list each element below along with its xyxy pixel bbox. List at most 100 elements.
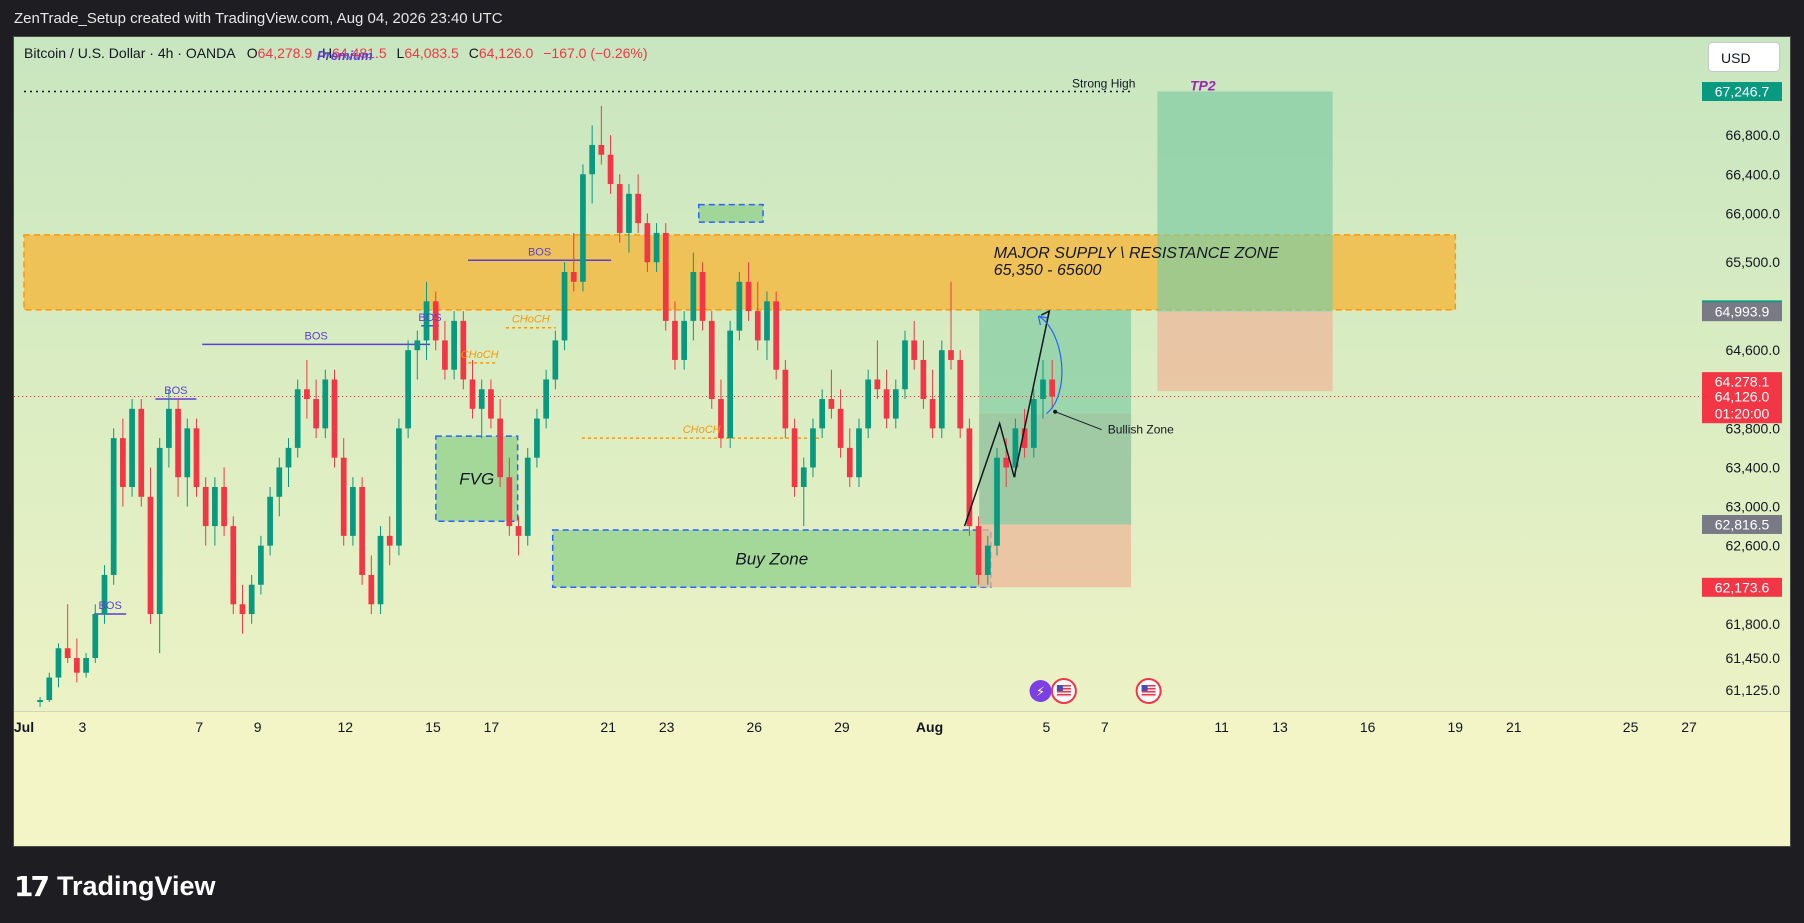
candle[interactable] [1021, 408, 1028, 458]
candle[interactable] [92, 604, 99, 663]
price-label[interactable]: 64,126.0 [1702, 387, 1782, 407]
candle[interactable] [690, 252, 697, 341]
candle[interactable] [469, 359, 476, 419]
candle[interactable] [83, 653, 89, 678]
candle[interactable] [791, 418, 798, 497]
long-position-target[interactable] [979, 309, 1132, 414]
candle[interactable] [920, 340, 927, 409]
candle[interactable] [451, 311, 457, 380]
candle[interactable] [423, 281, 430, 360]
candle[interactable] [55, 643, 62, 688]
buy-zone[interactable] [551, 529, 992, 589]
candle[interactable] [1049, 359, 1056, 409]
candle[interactable] [672, 301, 678, 370]
long-position-lower-target[interactable] [979, 413, 1132, 525]
candle[interactable] [276, 457, 283, 517]
candle[interactable] [598, 105, 605, 165]
candle[interactable] [285, 438, 292, 487]
candle[interactable] [773, 291, 780, 380]
candle[interactable] [644, 213, 651, 272]
candle[interactable] [478, 379, 485, 439]
candle[interactable] [662, 223, 669, 331]
candle[interactable] [432, 291, 439, 351]
candle[interactable] [570, 232, 577, 292]
price-label[interactable]: 62,816.5 [1702, 514, 1782, 534]
candle[interactable] [543, 369, 549, 429]
candle[interactable] [984, 535, 991, 585]
price-label[interactable]: 64,278.1 [1702, 372, 1782, 392]
candle[interactable] [580, 164, 586, 292]
candle[interactable] [313, 379, 319, 439]
candle[interactable] [810, 418, 816, 478]
candle[interactable] [938, 340, 945, 439]
candle[interactable] [110, 428, 117, 585]
candle[interactable] [497, 399, 503, 487]
candle[interactable] [828, 369, 835, 419]
candle[interactable] [258, 535, 264, 595]
candle[interactable] [764, 291, 770, 360]
candle[interactable] [837, 389, 844, 458]
price-label[interactable]: 01:20:00 [1702, 404, 1782, 424]
candle[interactable] [524, 447, 531, 546]
candle[interactable] [147, 467, 154, 624]
candle[interactable] [221, 467, 227, 536]
candle[interactable] [340, 438, 347, 546]
candle[interactable] [1030, 389, 1037, 458]
candle[interactable] [1012, 418, 1019, 478]
projection-path[interactable] [963, 310, 1051, 527]
candle[interactable] [948, 281, 954, 370]
price-label[interactable]: 64,993.9 [1702, 302, 1782, 322]
candle[interactable] [368, 555, 375, 615]
small-zone[interactable] [698, 203, 764, 223]
fvg-zone[interactable] [435, 435, 519, 522]
price-label[interactable]: 62,173.6 [1702, 577, 1782, 597]
candle[interactable] [230, 516, 237, 615]
candle[interactable] [902, 330, 908, 400]
candle[interactable] [754, 281, 761, 351]
candle[interactable] [267, 487, 273, 556]
candle[interactable] [708, 311, 715, 409]
candle[interactable] [561, 262, 568, 351]
candle[interactable] [616, 174, 623, 243]
candle[interactable] [64, 604, 71, 663]
candle[interactable] [911, 320, 918, 370]
candle[interactable] [589, 125, 595, 204]
candle[interactable] [294, 379, 301, 458]
candle[interactable] [156, 438, 163, 654]
candle[interactable] [202, 477, 209, 546]
candle[interactable] [653, 223, 660, 272]
candle[interactable] [681, 311, 688, 370]
chart-frame[interactable]: MAJOR SUPPLY \ RESISTANCE ZONE 65,350 - 6… [13, 36, 1791, 847]
curved-arrow[interactable] [1038, 315, 1063, 415]
candle[interactable] [718, 379, 724, 448]
candle[interactable] [74, 638, 80, 683]
candle[interactable] [322, 369, 329, 439]
candle[interactable] [175, 399, 181, 497]
candle[interactable] [460, 311, 467, 390]
candle[interactable] [46, 672, 53, 702]
tp2-position-stop[interactable] [1157, 311, 1333, 392]
candle[interactable] [166, 389, 172, 468]
candle[interactable] [607, 135, 614, 194]
time-axis[interactable] [14, 712, 1790, 846]
candle[interactable] [736, 272, 743, 341]
lightning-event-icon[interactable] [1029, 680, 1052, 702]
candle[interactable] [975, 516, 982, 585]
premium-badge[interactable]: Premium [317, 48, 373, 63]
candle[interactable] [37, 697, 43, 707]
candle[interactable] [331, 369, 338, 468]
candle[interactable] [626, 184, 632, 253]
candle[interactable] [442, 320, 448, 380]
candle[interactable] [359, 477, 365, 585]
candle[interactable] [727, 320, 734, 448]
candle[interactable] [138, 399, 145, 507]
candle[interactable] [966, 418, 973, 536]
candle[interactable] [994, 447, 1000, 556]
candle[interactable] [782, 359, 789, 439]
candle[interactable] [745, 262, 752, 321]
currency-button[interactable]: USD [1708, 42, 1780, 72]
candle[interactable] [534, 408, 540, 468]
candle[interactable] [129, 399, 135, 497]
candle[interactable] [957, 350, 964, 439]
